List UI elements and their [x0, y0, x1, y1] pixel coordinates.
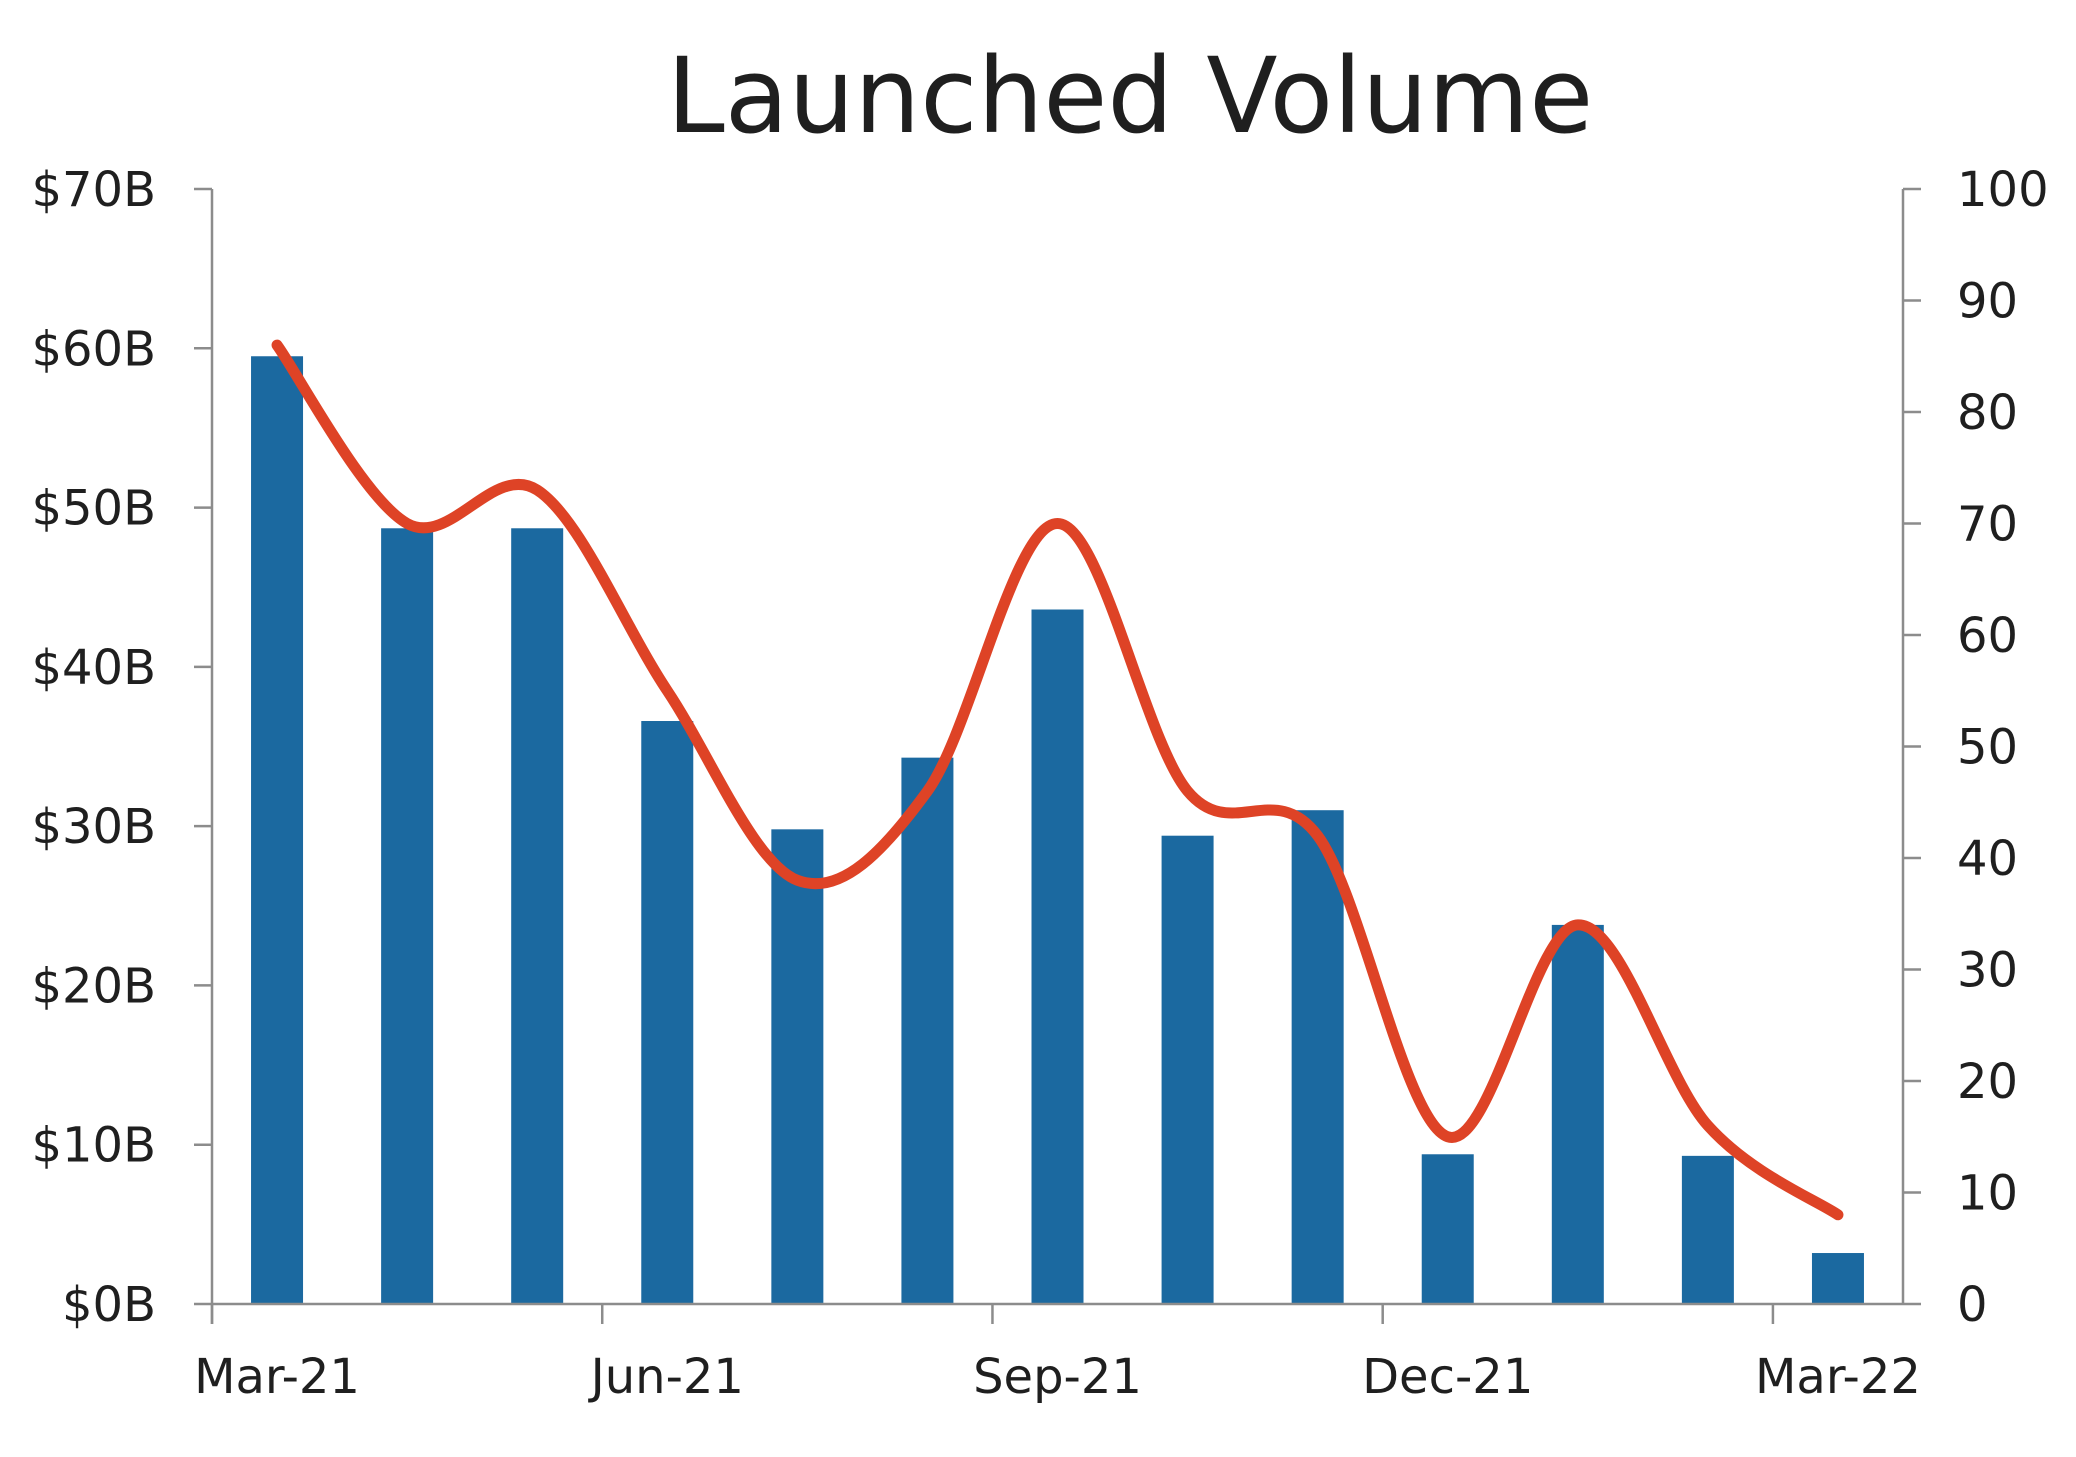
left-tick-label: $40B [31, 640, 156, 696]
left-tick-label: $70B [31, 162, 156, 218]
bar-Jan-22 [1551, 924, 1604, 1304]
tick-labels: $0B $10B $20B $30B $40B $50B $60B $70B 0 10 20 30 40… [31, 162, 2048, 1405]
x-tick-label-Dec-21: Dec-21 [1362, 1349, 1533, 1405]
left-tick-label: $20B [31, 958, 156, 1014]
bar-Jun-21 [641, 721, 694, 1304]
bar-Oct-21 [1161, 835, 1214, 1304]
bar-Apr-21 [381, 528, 434, 1304]
right-tick-label: 30 [1957, 943, 2018, 999]
right-tick-label: 80 [1957, 385, 2018, 441]
bar-series [251, 356, 1864, 1304]
bar-Nov-21 [1291, 810, 1344, 1304]
bar-Sep-21 [1031, 609, 1084, 1304]
bar-Jul-21 [771, 829, 824, 1304]
bar-Mar-21 [251, 356, 304, 1304]
x-tick-label-Mar-21: Mar-21 [194, 1349, 360, 1405]
left-tick-label: $10B [31, 1118, 156, 1174]
x-tick-label-Mar-22: Mar-22 [1755, 1349, 1921, 1405]
x-tick-label-Jun-21: Jun-21 [588, 1349, 744, 1405]
right-tick-label: 60 [1957, 608, 2018, 664]
left-tick-label: $30B [31, 799, 156, 855]
bar-Feb-22 [1681, 1155, 1734, 1304]
right-tick-label: 70 [1957, 497, 2018, 553]
line-series-path [271, 339, 1844, 1221]
left-tick-label: $50B [31, 481, 156, 537]
x-tick-label-Sep-21: Sep-21 [973, 1349, 1142, 1405]
bar-Dec-21 [1421, 1154, 1474, 1304]
right-tick-label: 0 [1957, 1277, 1988, 1333]
right-tick-label: 40 [1957, 831, 2018, 887]
right-tick-label: 50 [1957, 720, 2018, 776]
right-tick-label: 10 [1957, 1166, 2018, 1222]
bar-May-21 [511, 528, 564, 1304]
left-tick-label: $0B [62, 1277, 156, 1333]
left-tick-label: $60B [31, 321, 156, 377]
right-tick-label: 100 [1957, 162, 2049, 218]
axes [194, 187, 1921, 1324]
line-series [271, 339, 1844, 1221]
right-tick-label: 90 [1957, 274, 2018, 330]
bar-Aug-21 [901, 757, 954, 1304]
chart-title: Launched Volume [667, 35, 1593, 157]
right-tick-label: 20 [1957, 1054, 2018, 1110]
bar-Mar-22 [1811, 1253, 1864, 1304]
